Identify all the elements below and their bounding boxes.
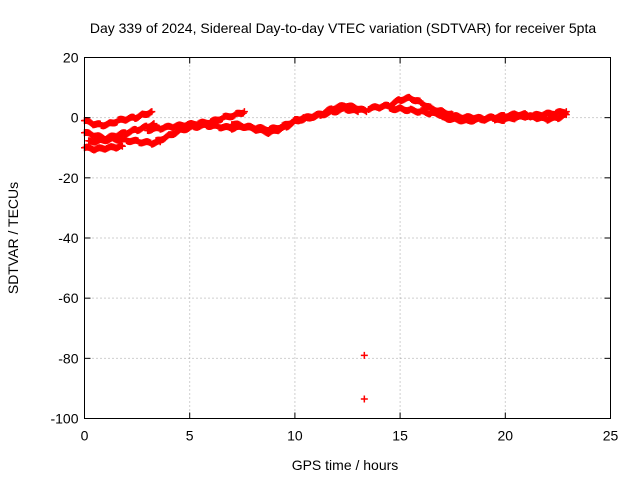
y-tick-label: -80 xyxy=(58,350,78,366)
y-tick-label: 20 xyxy=(63,50,79,66)
data-point xyxy=(118,142,126,150)
data-point xyxy=(360,395,368,403)
series-track-3 xyxy=(81,141,126,154)
chart-title: Day 339 of 2024, Sidereal Day-to-day VTE… xyxy=(90,20,597,36)
data-point xyxy=(360,351,368,359)
y-tick-label: -60 xyxy=(58,290,78,306)
y-tick-label: 0 xyxy=(71,110,79,126)
x-tick-label: 20 xyxy=(498,428,514,444)
data-point xyxy=(361,107,369,115)
data-point xyxy=(148,108,156,116)
series-track-1 xyxy=(81,108,156,130)
data-point xyxy=(562,111,570,119)
x-tick-label: 10 xyxy=(287,428,303,444)
x-axis-label: GPS time / hours xyxy=(292,457,399,473)
y-tick-label: -100 xyxy=(50,411,78,427)
series-track-12 xyxy=(491,110,570,125)
data-point xyxy=(239,109,247,117)
x-tick-label: 25 xyxy=(603,428,619,444)
x-tick-label: 15 xyxy=(392,428,408,444)
series-outliers xyxy=(360,351,368,403)
y-tick-label: -20 xyxy=(58,170,78,186)
series-track-8 xyxy=(291,102,370,125)
x-tick-label: 5 xyxy=(186,428,194,444)
data-layer xyxy=(81,93,570,403)
tick-layer: 0 5 10 15 20 25 -100 -80 -60 -40 -20 0 20 xyxy=(50,50,618,444)
data-point xyxy=(240,108,248,116)
y-axis-label: SDTVAR / TECUs xyxy=(5,182,21,294)
x-tick-label: 0 xyxy=(81,428,89,444)
series-track-4 xyxy=(85,134,164,148)
y-tick-label: -40 xyxy=(58,230,78,246)
